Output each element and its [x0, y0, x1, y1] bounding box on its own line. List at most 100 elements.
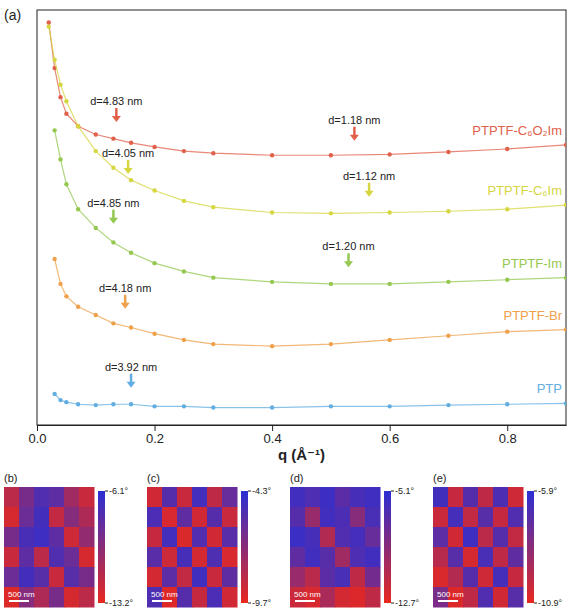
annotation-arrow	[121, 295, 130, 309]
heatmap-cell	[34, 547, 50, 568]
series-point	[211, 151, 215, 155]
series-point	[64, 112, 68, 116]
heatmap-cell	[177, 487, 193, 508]
series-point	[446, 209, 450, 213]
series-point	[505, 402, 509, 406]
heatmap-cell	[19, 527, 35, 548]
annotation-label: d=1.20 nm	[322, 240, 374, 252]
heatmap-cell	[350, 527, 366, 548]
series-point	[129, 251, 133, 255]
heatmap-cell	[64, 587, 80, 608]
series-point	[446, 150, 450, 154]
arrow-head	[124, 168, 133, 174]
series-point	[152, 261, 156, 265]
series-line	[55, 394, 566, 408]
series-point	[111, 136, 115, 140]
heatmap-cell	[147, 547, 163, 568]
heatmap-cell	[79, 567, 95, 588]
heatmap-cell	[335, 567, 351, 588]
x-tick-label: 0.4	[264, 431, 282, 446]
heatmap-cell	[4, 507, 20, 528]
heatmap-cell	[463, 567, 479, 588]
heatmap-cell	[49, 547, 65, 568]
heatmap-cell	[350, 507, 366, 528]
series-point	[270, 405, 274, 409]
heatmap-cell	[478, 487, 494, 508]
heatmap-cell	[177, 567, 193, 588]
colorbar-tick-label: -10.9°	[538, 598, 563, 608]
heatmap-cell	[177, 507, 193, 528]
series-point	[387, 282, 391, 286]
heatmap-cell	[177, 587, 193, 608]
heatmap-cell	[433, 567, 449, 588]
series-point	[387, 338, 391, 342]
heatmap-cell	[508, 587, 524, 608]
heatmap-cell	[350, 547, 366, 568]
arrow-shaft	[124, 295, 127, 304]
x-axis-line	[38, 425, 567, 426]
colorbar-tick-label: -5.1°	[395, 486, 415, 496]
heatmap-cell	[192, 567, 208, 588]
annotation-label: d=4.85 nm	[87, 197, 139, 209]
series-point	[52, 257, 56, 261]
series-point	[446, 280, 450, 284]
colorbar-tick	[248, 491, 251, 492]
series-label: PTPTF-C₆Im	[487, 183, 562, 198]
x-tick: 0.2	[146, 425, 164, 446]
heatmap-panel: (b)500 nm-6.1°-13.2°	[4, 472, 134, 608]
series-point	[111, 321, 115, 325]
series-point	[505, 329, 509, 333]
heatmap-cell	[192, 587, 208, 608]
series-point	[47, 24, 51, 28]
series-label: PTPTF-Br	[504, 308, 563, 323]
heatmap-cell	[192, 527, 208, 548]
series-point	[564, 275, 566, 279]
series-point	[211, 205, 215, 209]
series-point	[129, 325, 133, 329]
annotation-arrow	[344, 253, 353, 267]
arrow-shaft	[368, 183, 371, 192]
series-point	[270, 280, 274, 284]
colorbar-tick-label: -12.7°	[395, 598, 420, 608]
series-point	[329, 404, 333, 408]
heatmap-cell	[34, 567, 50, 588]
heatmap-cell	[19, 547, 35, 568]
heatmap-cell	[207, 507, 223, 528]
scale-bar-label: 500 nm	[437, 590, 464, 599]
panel-label: (c)	[147, 472, 160, 484]
annotation-arrow	[112, 108, 121, 122]
heatmap-cell	[49, 587, 65, 608]
heatmap-cell	[49, 527, 65, 548]
series-point	[211, 405, 215, 409]
heatmap-cell	[320, 527, 336, 548]
series-point	[64, 99, 68, 103]
x-tick-mark	[37, 425, 38, 431]
heatmap-cell	[448, 547, 464, 568]
x-tick-mark	[272, 425, 273, 431]
arrow-shaft	[353, 127, 356, 136]
heatmap-cell	[290, 487, 306, 508]
heatmap-cell	[448, 527, 464, 548]
colorbar-tick	[391, 603, 394, 604]
series-point	[64, 400, 68, 404]
scale-bar-label: 500 nm	[151, 590, 178, 599]
series-line	[55, 259, 566, 346]
series-point	[182, 149, 186, 153]
heatmap-cells	[290, 487, 381, 608]
series-label: PTPTF-C₆O₂Im	[472, 123, 562, 138]
series-point	[152, 404, 156, 408]
heatmap-cell	[162, 547, 178, 568]
heatmap-cell	[207, 587, 223, 608]
arrow-shaft	[127, 160, 130, 169]
heatmap-cell	[207, 567, 223, 588]
x-tick-mark	[390, 425, 391, 431]
series-point	[182, 199, 186, 203]
x-tick-label: 0.0	[28, 431, 46, 446]
annotation-label: d=3.92 nm	[105, 361, 157, 373]
arrow-shaft	[347, 253, 350, 262]
series-point	[564, 203, 566, 207]
series-point	[564, 327, 566, 331]
series-point	[111, 166, 115, 170]
series-point	[58, 95, 62, 99]
heatmap-cell	[335, 527, 351, 548]
